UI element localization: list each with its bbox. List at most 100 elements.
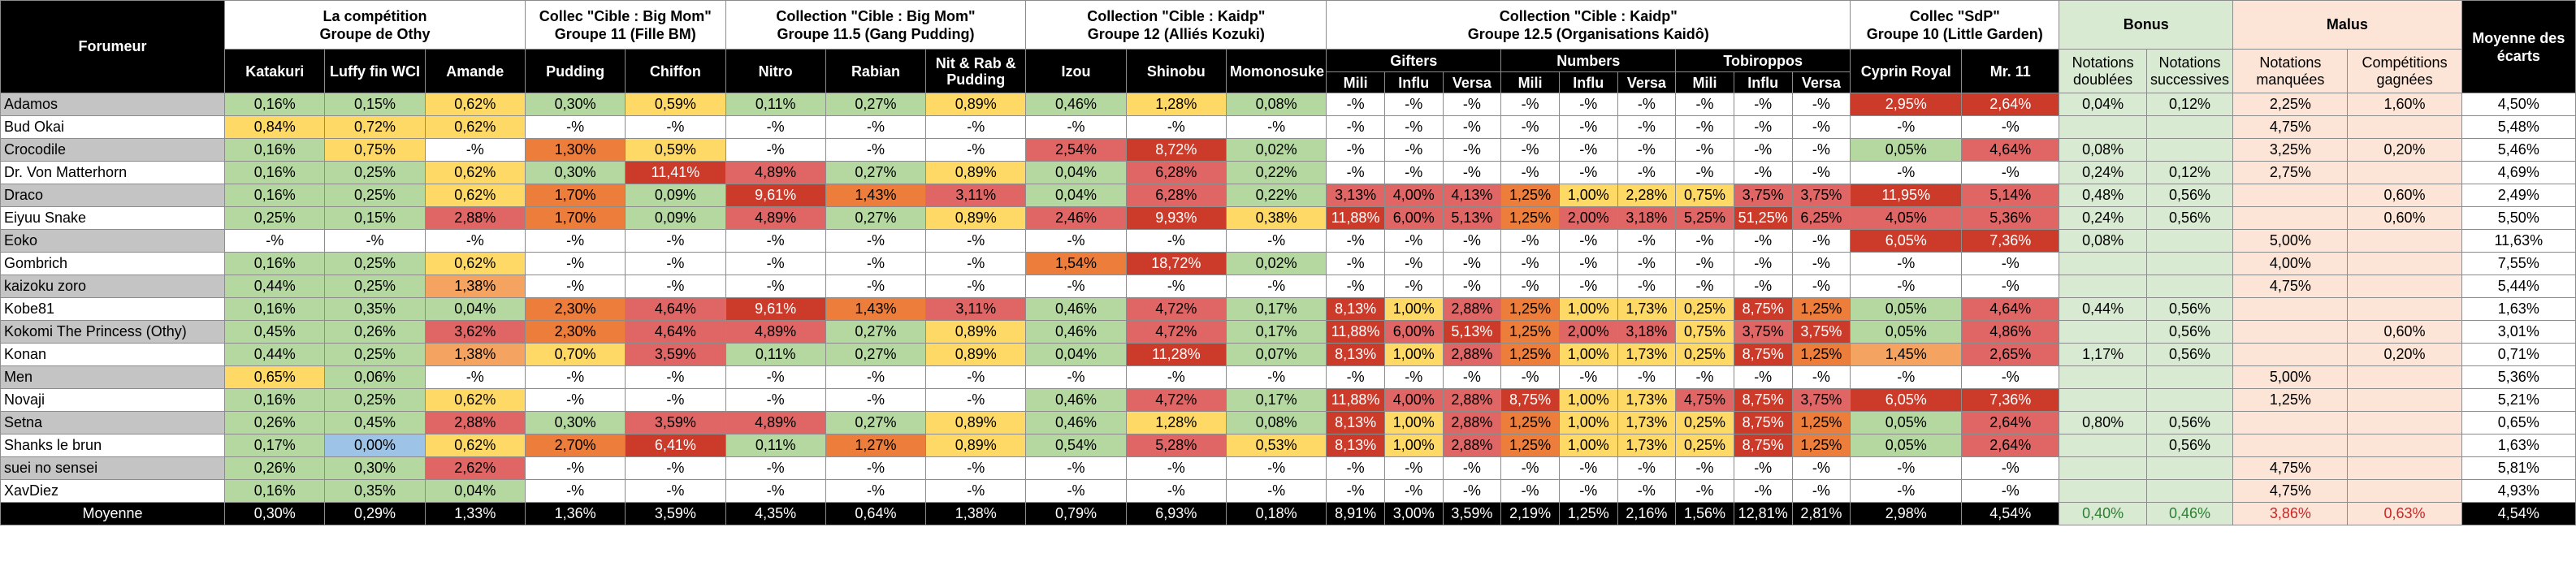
col-header-tobiroppos-mili: Mili (1675, 71, 1734, 93)
score-cell: 0,62% (424, 93, 526, 116)
score-cell: 0,08% (1225, 411, 1327, 434)
score-cell: 1,54% (1025, 252, 1127, 275)
score-cell: 0,26% (224, 411, 326, 434)
score-cell: 0,25% (324, 275, 426, 298)
score-cell: 3,11% (925, 297, 1027, 321)
score-cell: 6,00% (1383, 320, 1444, 344)
col-header-nit-rab-pudding: Nit & Rab & Pudding (925, 49, 1027, 93)
score-cell: 0,16% (224, 161, 326, 184)
score-cell: 5,00% (2232, 229, 2349, 253)
score-cell: 0,44% (224, 275, 326, 298)
score-cell: 0,25% (1675, 343, 1734, 366)
score-cell: 0,20% (2347, 343, 2462, 366)
score-cell: 18,72% (1125, 252, 1227, 275)
score-cell: 0,05% (1850, 297, 1963, 321)
score-cell: -% (1383, 115, 1444, 139)
score-cell: 2,88% (424, 206, 526, 230)
score-cell: 0,45% (324, 411, 426, 434)
score-cell: 1,00% (1383, 343, 1444, 366)
moyenne-ecart-cell: 4,69% (2461, 161, 2576, 184)
footer-average-cell: 1,56% (1675, 502, 1734, 525)
score-cell: -% (1733, 479, 1793, 503)
score-cell: 0,08% (2059, 229, 2147, 253)
score-cell: -% (725, 252, 826, 275)
score-cell: -% (625, 479, 726, 503)
score-cell: -% (825, 138, 927, 162)
score-cell: 8,75% (1733, 297, 1793, 321)
table-row: Kobe81 0,16% 0,35% 0,04% 2,30% 4,64% 9,61% 1,43… (0, 297, 2576, 321)
forumeur-name: Novaji (0, 388, 226, 412)
moyenne-ecart-cell: 5,81% (2461, 456, 2576, 480)
malus-header: Malus (2232, 0, 2462, 50)
score-cell: -% (625, 456, 726, 480)
score-cell: 0,59% (625, 138, 726, 162)
score-cell: -% (1225, 275, 1327, 298)
score-cell: 8,75% (1733, 343, 1793, 366)
score-cell (2347, 456, 2462, 480)
score-cell: -% (1791, 479, 1851, 503)
score-cell: -% (1383, 479, 1444, 503)
score-cell: 0,27% (825, 343, 927, 366)
footer-average-cell: 12,81% (1733, 502, 1793, 525)
score-cell: -% (1733, 229, 1793, 253)
score-cell: 0,48% (2059, 184, 2147, 207)
forumeur-name: Shanks le brun (0, 434, 226, 457)
score-cell: -% (1675, 138, 1734, 162)
score-cell: 0,08% (1225, 93, 1327, 116)
score-cell: 8,75% (1733, 434, 1793, 457)
score-cell: 0,04% (424, 297, 526, 321)
score-cell (2145, 388, 2234, 412)
footer-average-cell: 1,25% (1558, 502, 1618, 525)
score-cell: -% (1617, 479, 1677, 503)
score-cell: -% (1558, 115, 1618, 139)
score-cell: 4,72% (1125, 388, 1227, 412)
score-cell: 2,95% (1850, 93, 1963, 116)
footer-average-cell: 0,40% (2059, 502, 2147, 525)
score-cell: -% (925, 388, 1027, 412)
col-header-katakuri: Katakuri (224, 49, 326, 93)
score-cell: -% (1733, 252, 1793, 275)
score-cell: -% (1617, 93, 1677, 116)
score-cell: -% (1326, 161, 1385, 184)
score-cell: 0,22% (1225, 184, 1327, 207)
score-cell: 4,89% (725, 411, 826, 434)
score-cell: -% (1442, 161, 1502, 184)
score-cell: -% (524, 252, 626, 275)
moyenne-ecart-cell: 5,48% (2461, 115, 2576, 139)
score-cell (2232, 411, 2349, 434)
score-cell: -% (1500, 138, 1560, 162)
score-cell (2347, 297, 2462, 321)
forumeur-name: Men (0, 365, 226, 389)
score-cell: -% (524, 115, 626, 139)
score-cell: -% (1675, 115, 1734, 139)
score-cell: 0,45% (224, 320, 326, 344)
header-row-subcolumns: Mili Influ Versa Mili Influ Versa Mili I… (1, 71, 2576, 93)
score-cell: 0,62% (424, 161, 526, 184)
score-cell: 4,75% (2232, 275, 2349, 298)
score-cell: -% (1025, 115, 1127, 139)
score-cell: 1,00% (1558, 434, 1618, 457)
col-header-gifters-mili: Mili (1326, 71, 1385, 93)
score-cell: 0,35% (324, 297, 426, 321)
score-cell: -% (825, 365, 927, 389)
spreadsheet-table: Forumeur La compétition Groupe de Othy Co… (0, 0, 2576, 525)
score-cell: -% (524, 229, 626, 253)
score-cell: 2,00% (1558, 320, 1618, 344)
score-cell: 4,75% (2232, 479, 2349, 503)
score-cell: 0,75% (324, 138, 426, 162)
footer-average-cell: 0,30% (224, 502, 326, 525)
score-cell: -% (1675, 479, 1734, 503)
score-cell: 0,89% (925, 161, 1027, 184)
footer-average-cell: 3,00% (1383, 502, 1444, 525)
score-cell: 0,25% (1675, 297, 1734, 321)
score-cell: -% (1558, 252, 1618, 275)
score-cell: -% (1326, 115, 1385, 139)
moyenne-ecart-cell: 0,71% (2461, 343, 2576, 366)
score-cell: 0,30% (324, 456, 426, 480)
subgroup-gifters: Gifters (1326, 49, 1502, 72)
score-cell: -% (725, 115, 826, 139)
score-cell (2059, 388, 2147, 412)
score-cell: 0,16% (224, 297, 326, 321)
score-cell: 3,75% (1791, 388, 1851, 412)
score-cell: 2,64% (1961, 411, 2060, 434)
